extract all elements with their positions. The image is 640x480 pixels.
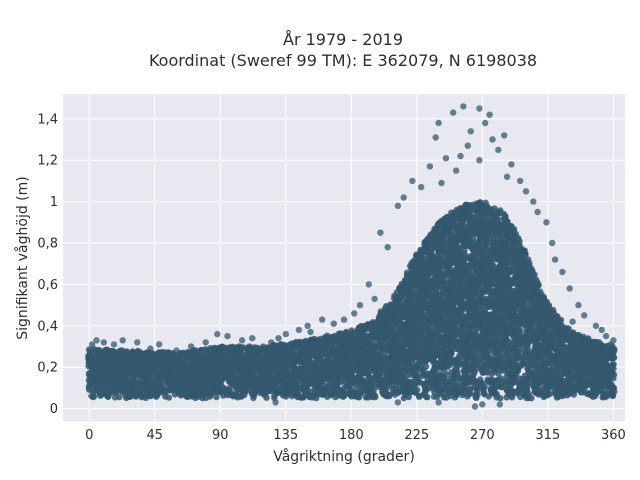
- data-point: [116, 393, 123, 401]
- data-point: [165, 394, 173, 401]
- data-point: [85, 383, 93, 391]
- data-point: [448, 350, 455, 357]
- data-point: [90, 393, 97, 401]
- data-point: [422, 363, 430, 370]
- data-point: [454, 369, 461, 376]
- data-point: [372, 393, 379, 401]
- data-point: [422, 386, 429, 393]
- data-point: [213, 393, 220, 401]
- data-point: [251, 369, 258, 377]
- data-point: [183, 393, 190, 400]
- data-point: [424, 394, 431, 401]
- chart-subtitle: Koordinat (Sweref 99 TM): E 362079, N 61…: [149, 51, 537, 70]
- chart-title: År 1979 - 2019: [283, 30, 403, 49]
- data-points: [85, 103, 618, 410]
- data-point: [214, 373, 221, 380]
- data-point: [153, 393, 160, 400]
